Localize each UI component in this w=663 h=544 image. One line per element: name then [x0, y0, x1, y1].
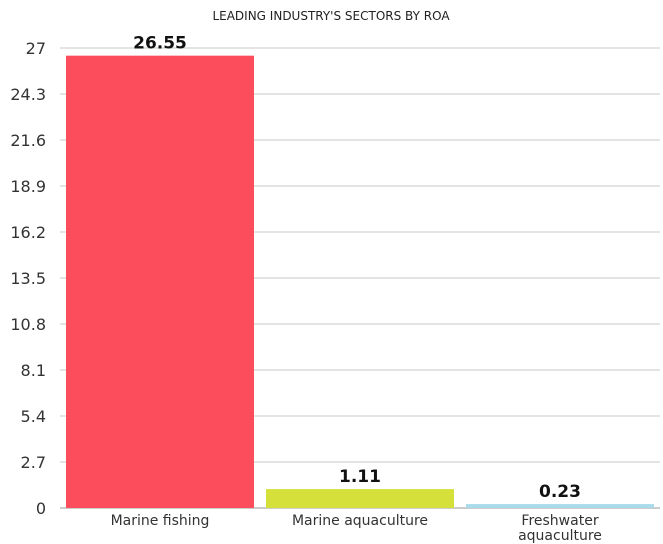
y-axis-ticks: 0 2.7 5.4 8.1 10.8 13.5 16.2 18.9 21.6 24.3 27 — [10, 39, 46, 518]
data-label: 0.23 — [539, 482, 581, 502]
bar — [466, 504, 654, 508]
x-category-label: Freshwater aquaculture — [518, 513, 602, 544]
y-tick-label: 27 — [26, 39, 46, 58]
y-tick-label: 18.9 — [10, 177, 46, 196]
y-tick-label: 5.4 — [21, 407, 46, 426]
y-tick-label: 21.6 — [10, 131, 46, 150]
data-label: 26.55 — [133, 34, 187, 54]
x-category-label: Marine fishing — [111, 513, 210, 529]
y-tick-label: 2.7 — [21, 453, 46, 472]
chart-title: LEADING INDUSTRY'S SECTORS BY ROA — [212, 9, 450, 23]
bar — [266, 489, 454, 508]
x-category-label: Marine aquaculture — [292, 513, 428, 529]
y-tick-label: 10.8 — [10, 315, 46, 334]
y-tick-label: 0 — [36, 499, 46, 518]
bar — [66, 55, 254, 509]
y-tick-label: 8.1 — [21, 361, 46, 380]
y-tick-label: 13.5 — [10, 269, 46, 288]
x-axis-categories: Marine fishing Marine aquaculture Freshwat… — [111, 513, 602, 544]
bars — [66, 55, 654, 509]
y-tick-label: 16.2 — [10, 223, 46, 242]
y-tick-label: 24.3 — [10, 85, 46, 104]
data-label: 1.11 — [339, 467, 381, 487]
data-labels: 26.55 1.11 0.23 — [133, 34, 581, 502]
